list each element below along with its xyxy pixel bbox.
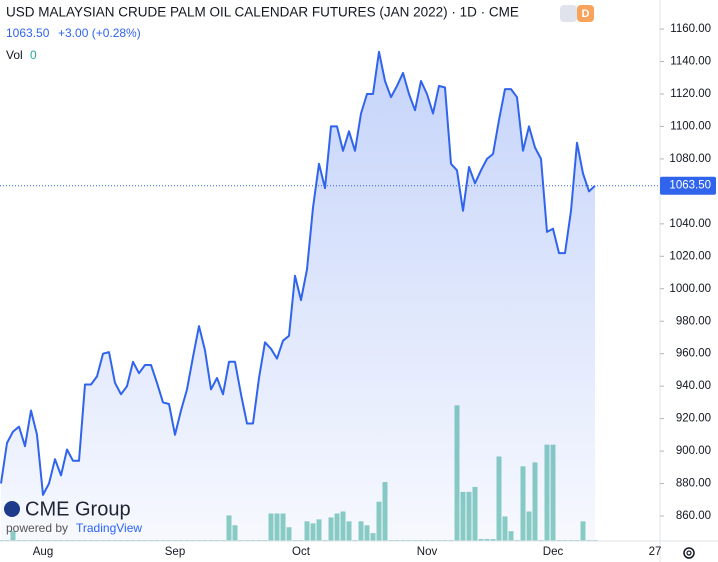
y-tick-label: 860.00: [676, 510, 711, 522]
y-tick-label: 980.00: [676, 315, 711, 327]
y-tick-label: 900.00: [676, 445, 711, 457]
logo-name: CME Group: [25, 498, 131, 520]
y-tick-label: 1020.00: [669, 250, 711, 262]
chart-title: USD MALAYSIAN CRUDE PALM OIL CALENDAR FU…: [6, 5, 519, 20]
y-tick-label: 1120.00: [670, 88, 711, 100]
volume-legend: Vol: [6, 48, 23, 62]
y-tick-label: 1100.00: [670, 120, 711, 132]
logo-powered: powered by: [6, 521, 68, 535]
y-tick-label: 1040.00: [669, 218, 711, 230]
logo: CME Group powered by TradingView: [4, 498, 142, 535]
x-tick-label: 27: [649, 546, 662, 558]
y-tick-label: 920.00: [676, 413, 711, 425]
y-tick-label: 880.00: [676, 478, 711, 490]
y-tick-label: 1140.00: [670, 56, 711, 68]
plot-area: [0, 50, 598, 542]
last-price-box: [660, 176, 716, 195]
y-tick-label: 1080.00: [669, 153, 711, 165]
price-area: [1, 51, 595, 542]
price-change: +3.00 (+0.28%): [58, 26, 141, 40]
y-tick-label: 1000.00: [669, 283, 711, 295]
x-tick-label: Aug: [33, 546, 53, 558]
x-tick-label: Oct: [292, 546, 311, 558]
volume-value: 0: [30, 48, 37, 62]
badge-text: D: [582, 8, 590, 20]
last-price: 1063.50: [6, 26, 50, 40]
y-tick-label: 960.00: [676, 348, 711, 360]
logo-provider[interactable]: TradingView: [76, 521, 142, 535]
badge[interactable]: [577, 5, 594, 22]
y-tick-label: 940.00: [676, 380, 711, 392]
settings-icon[interactable]: [683, 547, 695, 559]
price-line: [0, 50, 596, 496]
x-tick-label: Dec: [543, 546, 564, 558]
x-tick-label: Nov: [417, 546, 438, 558]
toggle[interactable]: [560, 5, 577, 22]
last-price-label: 1063.50: [669, 180, 711, 192]
x-tick-label: Sep: [165, 546, 185, 558]
logo-icon: [4, 501, 20, 517]
y-tick-label: 1160.00: [670, 23, 711, 35]
